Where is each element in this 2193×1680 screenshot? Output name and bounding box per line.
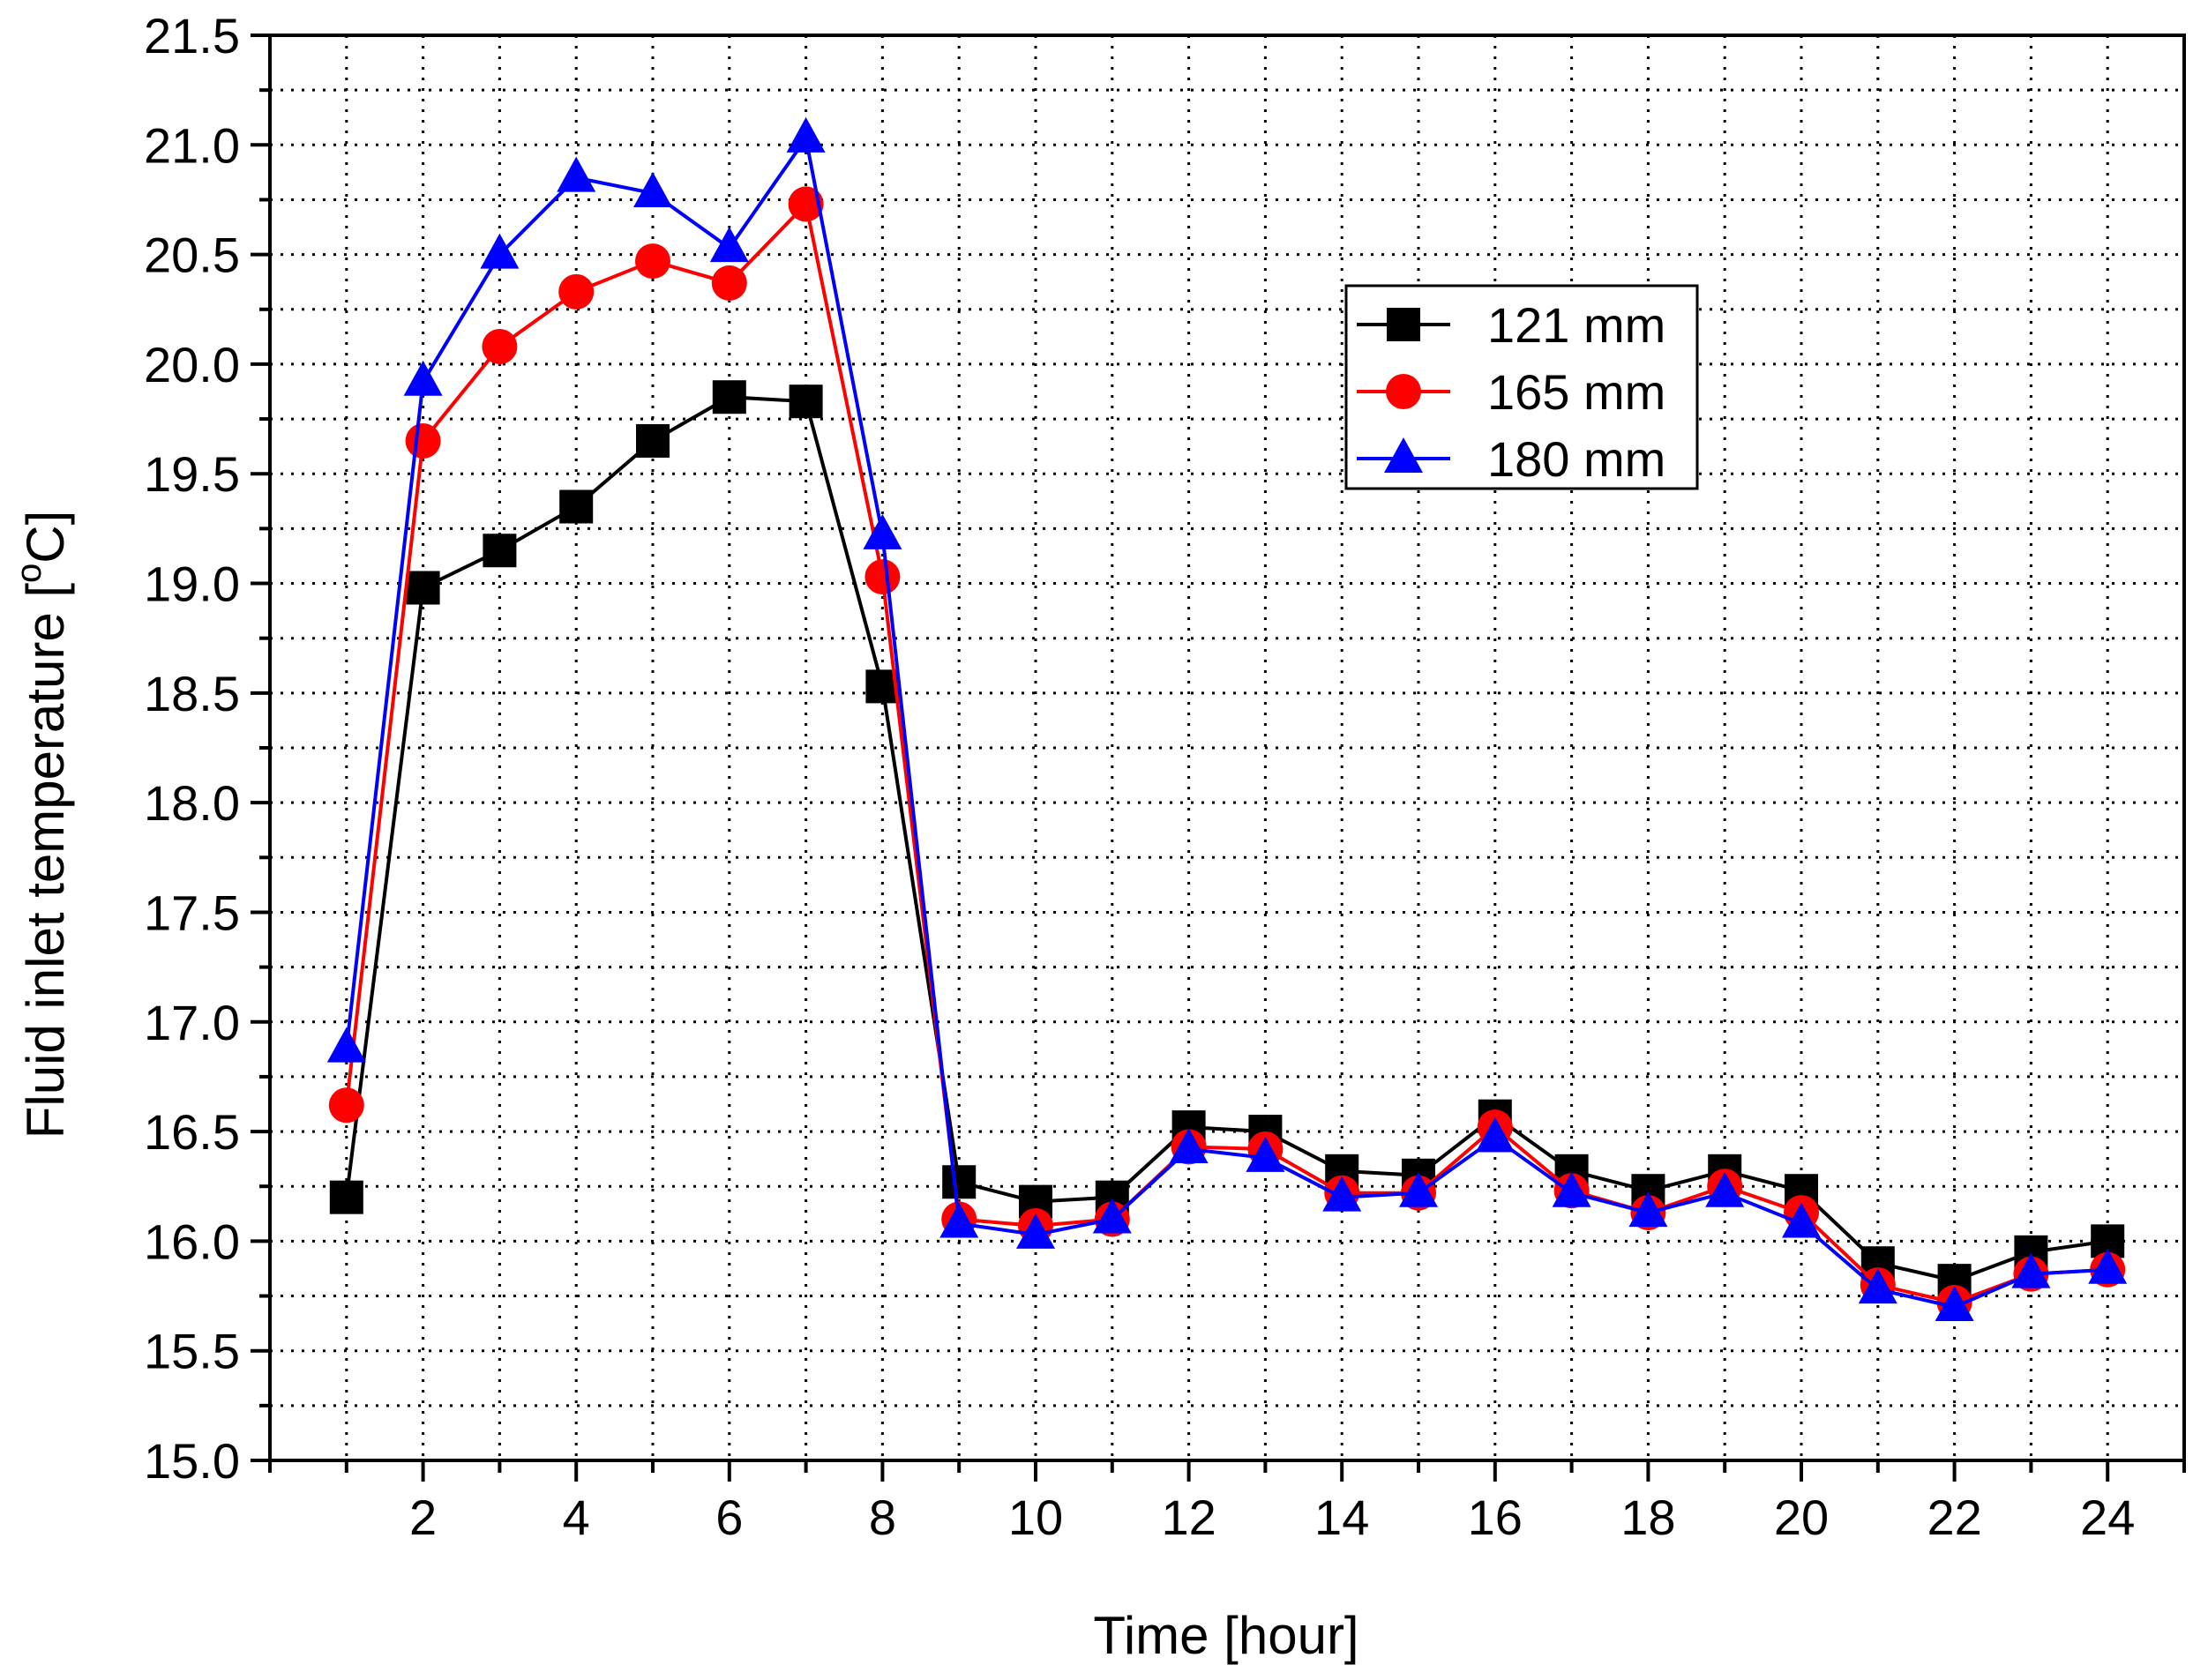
data-point bbox=[1858, 1268, 1897, 1304]
data-point bbox=[482, 329, 518, 365]
legend-label: 180 mm bbox=[1487, 431, 1665, 487]
data-point bbox=[942, 1165, 977, 1199]
x-tick-label: 24 bbox=[2080, 1490, 2135, 1545]
data-point bbox=[709, 227, 749, 263]
y-tick-label: 20.5 bbox=[144, 228, 240, 283]
data-point bbox=[480, 233, 520, 269]
y-tick-label: 19.0 bbox=[144, 556, 240, 612]
legend-marker bbox=[1386, 374, 1421, 409]
data-point bbox=[328, 1087, 364, 1124]
y-axis-label-main: Fluid inlet temperature [ bbox=[16, 583, 75, 1139]
x-tick-label: 16 bbox=[1468, 1490, 1523, 1545]
x-tick-label: 10 bbox=[1008, 1490, 1063, 1545]
y-tick-label: 19.5 bbox=[144, 446, 240, 502]
y-axis-label: Fluid inlet temperature [oC] bbox=[10, 511, 75, 1139]
x-tick-label: 4 bbox=[563, 1490, 590, 1545]
y-tick-label: 16.5 bbox=[144, 1104, 240, 1160]
data-point bbox=[1705, 1171, 1745, 1207]
y-tick-label: 18.5 bbox=[144, 666, 240, 721]
data-point bbox=[329, 1180, 363, 1214]
y-tick-label: 16.0 bbox=[144, 1213, 240, 1269]
y-tick-label: 21.5 bbox=[144, 8, 240, 63]
y-axis-label-unit: C] bbox=[16, 511, 75, 564]
data-point bbox=[2088, 1248, 2128, 1284]
y-axis-label-degree: o bbox=[10, 564, 49, 583]
data-point bbox=[1246, 1136, 1285, 1172]
data-point bbox=[789, 385, 823, 419]
data-point bbox=[2011, 1252, 2051, 1288]
data-point bbox=[1016, 1213, 1055, 1249]
x-tick-label: 14 bbox=[1314, 1490, 1369, 1545]
data-point bbox=[711, 265, 747, 301]
legend-marker bbox=[1387, 308, 1420, 341]
data-point bbox=[1552, 1171, 1591, 1207]
legend-label: 121 mm bbox=[1487, 297, 1665, 353]
data-point bbox=[712, 380, 746, 414]
x-tick-label: 8 bbox=[869, 1490, 896, 1545]
y-tick-label: 15.5 bbox=[144, 1324, 240, 1379]
x-tick-label: 2 bbox=[409, 1490, 437, 1545]
x-axis-label: Time [hour] bbox=[1093, 1606, 1358, 1665]
data-point bbox=[483, 534, 517, 568]
x-tick-label: 12 bbox=[1161, 1490, 1216, 1545]
y-tick-label: 20.0 bbox=[144, 337, 240, 392]
legend: 121 mm 165 mm 180 mm bbox=[1344, 284, 1699, 490]
data-point bbox=[1399, 1171, 1438, 1207]
x-tick-label: 22 bbox=[1927, 1490, 1981, 1545]
data-series bbox=[326, 116, 2128, 1321]
data-point bbox=[557, 156, 596, 192]
data-point bbox=[1475, 1116, 1515, 1153]
y-tick-label: 17.0 bbox=[144, 995, 240, 1050]
data-point bbox=[863, 513, 902, 549]
data-point bbox=[788, 186, 824, 222]
legend-marker bbox=[1384, 437, 1423, 473]
grid-lines bbox=[270, 35, 2184, 1460]
data-point bbox=[406, 571, 440, 605]
data-point bbox=[326, 1027, 366, 1063]
data-point bbox=[1628, 1191, 1668, 1228]
data-point bbox=[1092, 1198, 1132, 1234]
data-point bbox=[403, 360, 443, 396]
x-tick-label: 20 bbox=[1774, 1490, 1829, 1545]
data-point bbox=[635, 243, 670, 280]
y-tick-label: 15.0 bbox=[144, 1433, 240, 1489]
data-point bbox=[864, 559, 901, 595]
x-tick-label: 18 bbox=[1620, 1490, 1675, 1545]
data-point bbox=[786, 116, 826, 153]
data-point bbox=[558, 273, 595, 310]
data-point bbox=[1169, 1127, 1209, 1163]
axes: 15.0 15.5 16.0 16.5 17.0 17.5 18.0 18.5 19.0 19.5… bbox=[144, 8, 2186, 1545]
y-tick-label: 17.5 bbox=[144, 885, 240, 940]
data-point bbox=[633, 172, 672, 208]
data-point bbox=[405, 422, 441, 459]
legend-label: 165 mm bbox=[1487, 364, 1665, 420]
data-point bbox=[1322, 1176, 1362, 1212]
data-point bbox=[1935, 1285, 1974, 1321]
y-tick-label: 21.0 bbox=[144, 117, 240, 173]
data-point bbox=[559, 489, 594, 524]
data-point bbox=[1782, 1202, 1821, 1238]
series-180-mm bbox=[326, 116, 2128, 1321]
y-tick-label: 18.0 bbox=[144, 775, 240, 831]
data-point bbox=[939, 1202, 979, 1238]
data-point bbox=[636, 423, 670, 458]
x-tick-label: 6 bbox=[715, 1490, 743, 1545]
